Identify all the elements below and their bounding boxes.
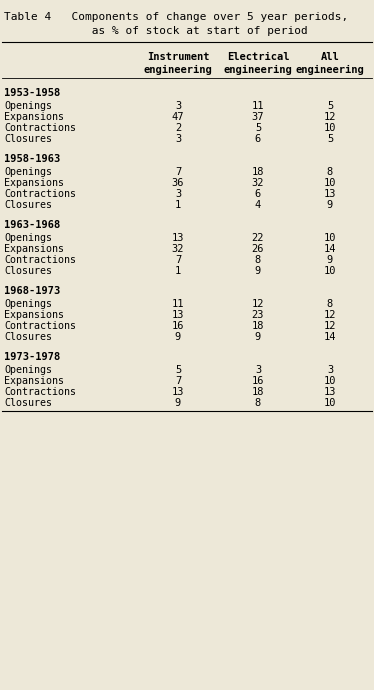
Text: 2: 2	[175, 123, 181, 133]
Text: 32: 32	[172, 244, 184, 254]
Text: Openings: Openings	[4, 365, 52, 375]
Text: 1963-1968: 1963-1968	[4, 220, 60, 230]
Text: 11: 11	[252, 101, 264, 111]
Text: Expansions: Expansions	[4, 112, 64, 122]
Text: 9: 9	[327, 255, 333, 265]
Text: 18: 18	[252, 387, 264, 397]
Text: 11: 11	[172, 299, 184, 309]
Text: Expansions: Expansions	[4, 244, 64, 254]
Text: 12: 12	[252, 299, 264, 309]
Text: Openings: Openings	[4, 299, 52, 309]
Text: 1958-1963: 1958-1963	[4, 154, 60, 164]
Text: 26: 26	[252, 244, 264, 254]
Text: 1: 1	[175, 266, 181, 276]
Text: 6: 6	[255, 134, 261, 144]
Text: 10: 10	[324, 266, 336, 276]
Text: 13: 13	[324, 387, 336, 397]
Text: 7: 7	[175, 255, 181, 265]
Text: 10: 10	[324, 398, 336, 408]
Text: 13: 13	[172, 233, 184, 243]
Text: engineering: engineering	[144, 65, 212, 75]
Text: Closures: Closures	[4, 200, 52, 210]
Text: Closures: Closures	[4, 266, 52, 276]
Text: 8: 8	[255, 255, 261, 265]
Text: 3: 3	[175, 134, 181, 144]
Text: 9: 9	[175, 332, 181, 342]
Text: 10: 10	[324, 376, 336, 386]
Text: 1968-1973: 1968-1973	[4, 286, 60, 296]
Text: 5: 5	[175, 365, 181, 375]
Text: Openings: Openings	[4, 167, 52, 177]
Text: 3: 3	[255, 365, 261, 375]
Text: 32: 32	[252, 178, 264, 188]
Text: 12: 12	[324, 321, 336, 331]
Text: 1953-1958: 1953-1958	[4, 88, 60, 98]
Text: 8: 8	[255, 398, 261, 408]
Text: Expansions: Expansions	[4, 376, 64, 386]
Text: 8: 8	[327, 167, 333, 177]
Text: 14: 14	[324, 244, 336, 254]
Text: 10: 10	[324, 178, 336, 188]
Text: All: All	[321, 52, 339, 62]
Text: 37: 37	[252, 112, 264, 122]
Text: engineering: engineering	[224, 65, 292, 75]
Text: 7: 7	[175, 167, 181, 177]
Text: 3: 3	[327, 365, 333, 375]
Text: 6: 6	[255, 189, 261, 199]
Text: 16: 16	[172, 321, 184, 331]
Text: Contractions: Contractions	[4, 255, 76, 265]
Text: 1: 1	[175, 200, 181, 210]
Text: engineering: engineering	[295, 65, 364, 75]
Text: 18: 18	[252, 167, 264, 177]
Text: Contractions: Contractions	[4, 123, 76, 133]
Text: Contractions: Contractions	[4, 189, 76, 199]
Text: Closures: Closures	[4, 332, 52, 342]
Text: Closures: Closures	[4, 398, 52, 408]
Text: Table 4   Components of change over 5 year periods,: Table 4 Components of change over 5 year…	[4, 12, 348, 22]
Text: 9: 9	[255, 266, 261, 276]
Text: Contractions: Contractions	[4, 387, 76, 397]
Text: Contractions: Contractions	[4, 321, 76, 331]
Text: 12: 12	[324, 310, 336, 320]
Text: 18: 18	[252, 321, 264, 331]
Text: Electrical: Electrical	[227, 52, 289, 62]
Text: 5: 5	[255, 123, 261, 133]
Text: 1973-1978: 1973-1978	[4, 352, 60, 362]
Text: 3: 3	[175, 189, 181, 199]
Text: Expansions: Expansions	[4, 178, 64, 188]
Text: 47: 47	[172, 112, 184, 122]
Text: 13: 13	[172, 387, 184, 397]
Text: Instrument: Instrument	[147, 52, 209, 62]
Text: 36: 36	[172, 178, 184, 188]
Text: 7: 7	[175, 376, 181, 386]
Text: 3: 3	[175, 101, 181, 111]
Text: Expansions: Expansions	[4, 310, 64, 320]
Text: 5: 5	[327, 101, 333, 111]
Text: 9: 9	[327, 200, 333, 210]
Text: 8: 8	[327, 299, 333, 309]
Text: 9: 9	[255, 332, 261, 342]
Text: Openings: Openings	[4, 101, 52, 111]
Text: 14: 14	[324, 332, 336, 342]
Text: 10: 10	[324, 123, 336, 133]
Text: 12: 12	[324, 112, 336, 122]
Text: 5: 5	[327, 134, 333, 144]
Text: 22: 22	[252, 233, 264, 243]
Text: 4: 4	[255, 200, 261, 210]
Text: as % of stock at start of period: as % of stock at start of period	[4, 26, 308, 36]
Text: 13: 13	[324, 189, 336, 199]
Text: Openings: Openings	[4, 233, 52, 243]
Text: 13: 13	[172, 310, 184, 320]
Text: 10: 10	[324, 233, 336, 243]
Text: Closures: Closures	[4, 134, 52, 144]
Text: 9: 9	[175, 398, 181, 408]
Text: 16: 16	[252, 376, 264, 386]
Text: 23: 23	[252, 310, 264, 320]
